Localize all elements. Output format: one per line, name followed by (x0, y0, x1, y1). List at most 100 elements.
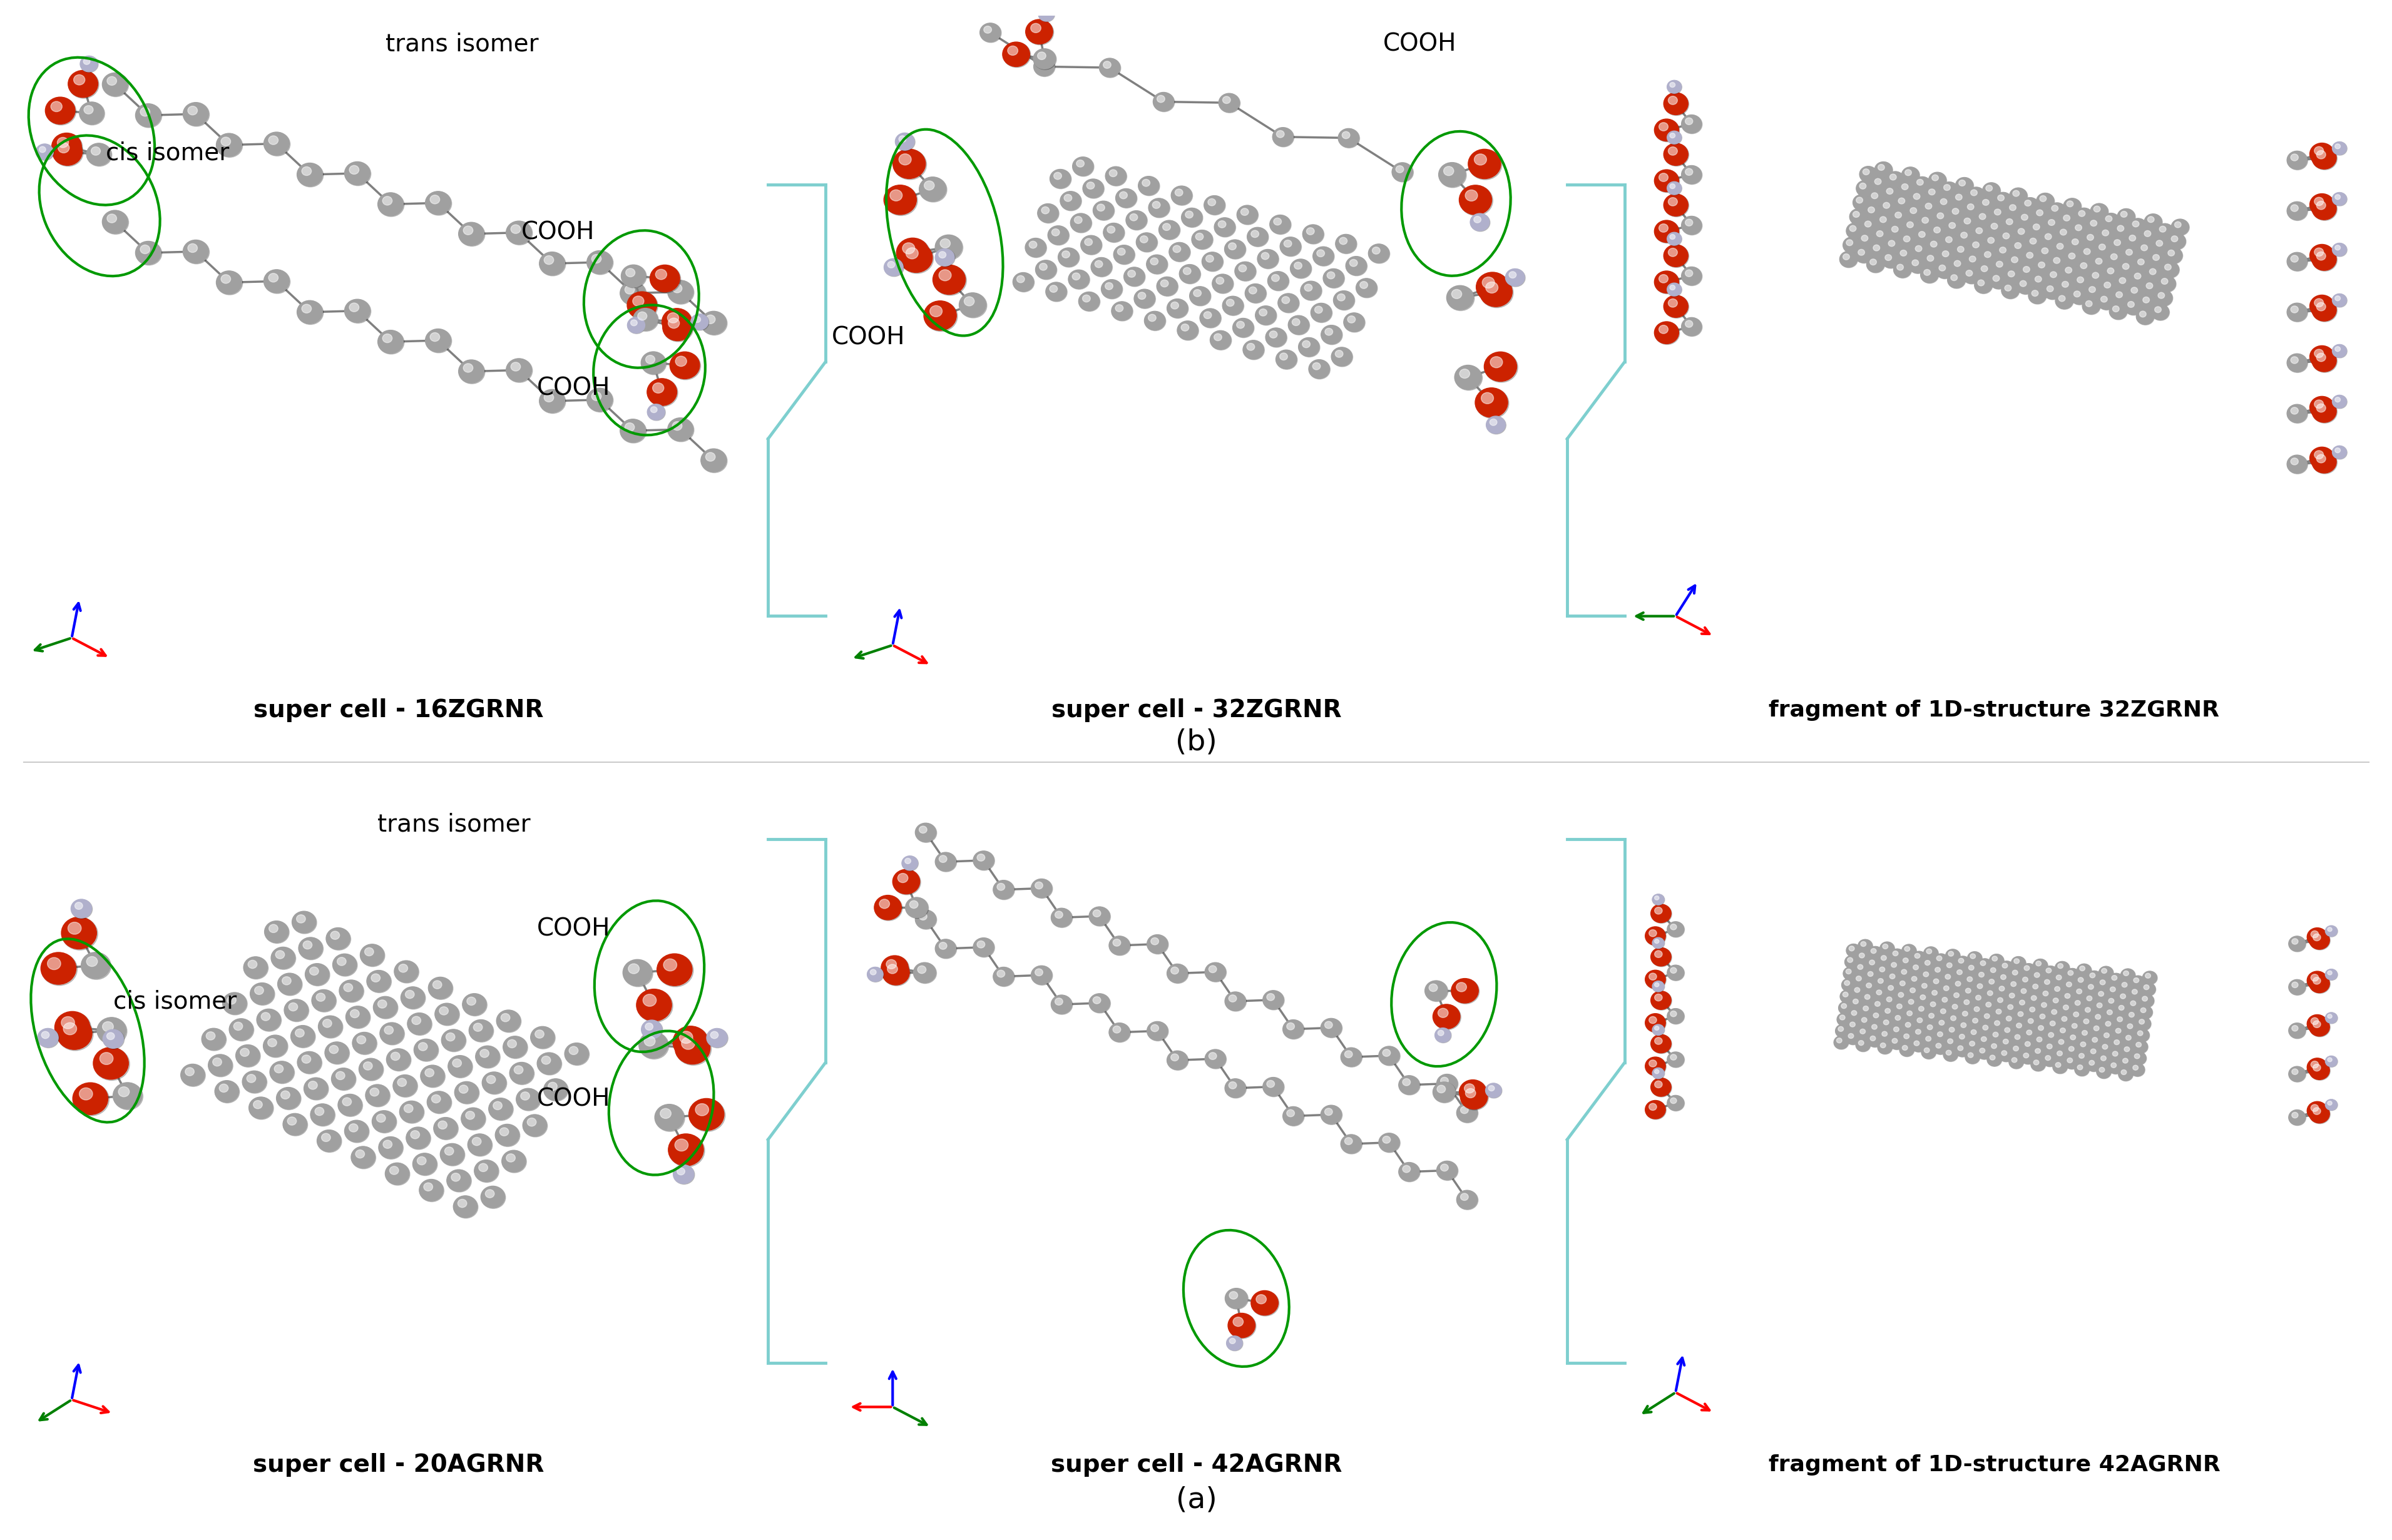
Circle shape (1942, 998, 1947, 1003)
Circle shape (1206, 962, 1227, 983)
Circle shape (1100, 280, 1122, 299)
Circle shape (1184, 211, 1194, 219)
Circle shape (2126, 233, 2143, 248)
Circle shape (2033, 1035, 2048, 1047)
Circle shape (1179, 265, 1201, 283)
Circle shape (2019, 213, 2036, 228)
Circle shape (407, 1127, 431, 1149)
Circle shape (2311, 930, 2318, 938)
Circle shape (2141, 245, 2148, 251)
Circle shape (1667, 131, 1682, 145)
Circle shape (385, 1026, 392, 1035)
Circle shape (1653, 322, 1679, 343)
Circle shape (993, 967, 1014, 987)
Circle shape (2332, 445, 2347, 459)
Circle shape (2052, 984, 2067, 998)
Circle shape (663, 308, 694, 336)
Circle shape (2009, 1055, 2024, 1069)
Circle shape (2088, 973, 2095, 978)
Circle shape (1842, 237, 1861, 253)
Circle shape (2119, 1056, 2134, 1070)
Circle shape (1655, 322, 1679, 345)
Circle shape (1323, 269, 1344, 288)
Circle shape (316, 1107, 323, 1115)
Circle shape (1961, 268, 1981, 283)
Circle shape (2292, 1069, 2296, 1075)
Circle shape (1457, 1104, 1478, 1123)
Circle shape (1246, 343, 1253, 351)
Circle shape (1244, 283, 1265, 303)
Circle shape (675, 1140, 689, 1150)
Circle shape (488, 1098, 514, 1121)
Circle shape (2131, 271, 2148, 286)
Circle shape (1930, 225, 1947, 240)
Circle shape (1105, 166, 1127, 185)
Circle shape (2014, 243, 2021, 248)
Circle shape (277, 973, 301, 996)
Circle shape (1949, 259, 1969, 274)
Circle shape (237, 1044, 261, 1066)
Circle shape (1871, 176, 1887, 192)
Circle shape (1399, 1163, 1421, 1181)
Circle shape (1055, 912, 1062, 918)
Circle shape (2076, 989, 2081, 993)
Circle shape (517, 1089, 541, 1110)
Circle shape (1854, 962, 1868, 976)
Circle shape (443, 1030, 466, 1052)
Circle shape (1957, 246, 1964, 253)
Circle shape (2076, 277, 2083, 283)
Circle shape (1308, 360, 1330, 379)
Circle shape (1079, 293, 1100, 311)
Circle shape (1485, 1083, 1502, 1098)
Circle shape (1875, 976, 1890, 989)
Circle shape (1871, 999, 1885, 1012)
Circle shape (1983, 999, 1997, 1013)
Circle shape (667, 319, 679, 328)
Circle shape (2091, 273, 2098, 279)
Circle shape (871, 969, 875, 975)
Circle shape (2093, 256, 2110, 273)
Circle shape (1883, 995, 1897, 1007)
Circle shape (2038, 1001, 2052, 1013)
Circle shape (1648, 1016, 1655, 1024)
Circle shape (2160, 262, 2179, 279)
Circle shape (1452, 978, 1478, 1003)
Circle shape (1904, 1033, 1909, 1040)
Circle shape (2040, 248, 2048, 254)
Circle shape (2112, 290, 2129, 305)
Circle shape (2016, 279, 2033, 294)
Circle shape (2026, 1006, 2040, 1018)
Circle shape (2031, 290, 2038, 296)
Circle shape (1402, 1078, 1409, 1086)
Circle shape (1966, 188, 1985, 203)
Circle shape (1868, 1033, 1883, 1047)
Circle shape (478, 1163, 488, 1172)
Circle shape (2007, 202, 2024, 219)
Circle shape (1653, 938, 1665, 949)
Circle shape (1947, 1038, 1952, 1044)
Circle shape (1081, 236, 1103, 256)
Circle shape (69, 71, 98, 99)
Circle shape (2136, 1043, 2141, 1047)
Circle shape (1057, 248, 1079, 266)
Circle shape (438, 1121, 447, 1129)
Circle shape (1964, 975, 1978, 989)
Circle shape (1050, 995, 1072, 1015)
Circle shape (304, 1078, 328, 1100)
Text: (a): (a) (1174, 1486, 1218, 1514)
Circle shape (1060, 191, 1081, 209)
Circle shape (1667, 233, 1682, 245)
Circle shape (2024, 1027, 2038, 1041)
Circle shape (2050, 271, 2057, 277)
Circle shape (1347, 316, 1354, 323)
Circle shape (62, 918, 98, 950)
Circle shape (74, 1083, 110, 1116)
Circle shape (1201, 253, 1222, 271)
Circle shape (1966, 188, 1985, 203)
Circle shape (2110, 303, 2126, 319)
Circle shape (1890, 174, 1897, 180)
Circle shape (1153, 202, 1160, 208)
Circle shape (2048, 203, 2064, 219)
Circle shape (256, 1009, 280, 1030)
Circle shape (1263, 990, 1282, 1009)
